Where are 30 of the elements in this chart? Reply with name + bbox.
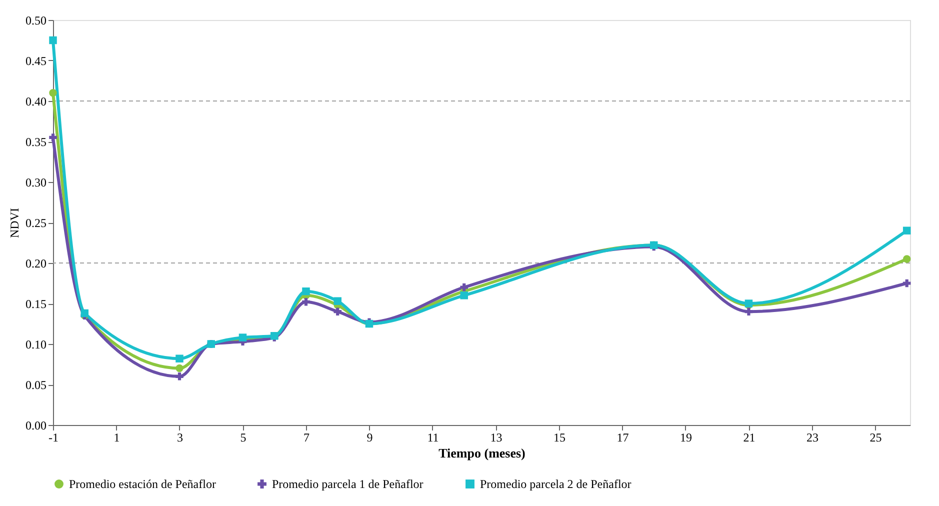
x-tick-label: 25 xyxy=(870,430,882,444)
legend-label: Promedio parcela 2 de Peñaflor xyxy=(480,477,632,491)
y-tick-label: 0.05 xyxy=(26,378,46,392)
x-tick-label: 7 xyxy=(303,430,310,444)
x-tick-label: 5 xyxy=(240,430,246,444)
x-axis-title: Tiempo (meses) xyxy=(438,446,526,460)
y-tick-label: 0.30 xyxy=(26,176,46,190)
x-tick-label: 13 xyxy=(490,430,502,444)
x-tick-label: 11 xyxy=(427,430,439,444)
x-tick-label: -1 xyxy=(48,430,58,444)
y-axis-title: NDVI xyxy=(8,208,22,238)
legend-label: Promedio parcela 1 de Peñaflor xyxy=(272,477,424,491)
x-tick-label: 1 xyxy=(114,430,120,444)
y-tick-label: 0.50 xyxy=(26,14,46,28)
y-tick-label: 0.35 xyxy=(26,135,46,149)
x-tick-label: 3 xyxy=(176,430,183,444)
y-tick-label: 0.25 xyxy=(26,216,46,230)
x-tick-label: 15 xyxy=(553,430,566,444)
x-tick-label: 19 xyxy=(680,430,692,444)
y-tick-label: 0.00 xyxy=(26,418,46,432)
y-tick-label: 0.15 xyxy=(26,297,46,311)
y-tick-label: 0.20 xyxy=(26,256,46,270)
y-tick-label: 0.40 xyxy=(26,94,46,108)
y-tick-label: 0.10 xyxy=(26,338,46,352)
y-tick-label: 0.45 xyxy=(26,54,46,68)
legend-label: Promedio estación de Peñaflor xyxy=(69,477,216,491)
x-tick-label: 21 xyxy=(743,430,756,444)
x-tick-label: 23 xyxy=(806,430,818,444)
x-tick-label: 17 xyxy=(616,430,629,444)
x-tick-label: 9 xyxy=(366,430,373,444)
